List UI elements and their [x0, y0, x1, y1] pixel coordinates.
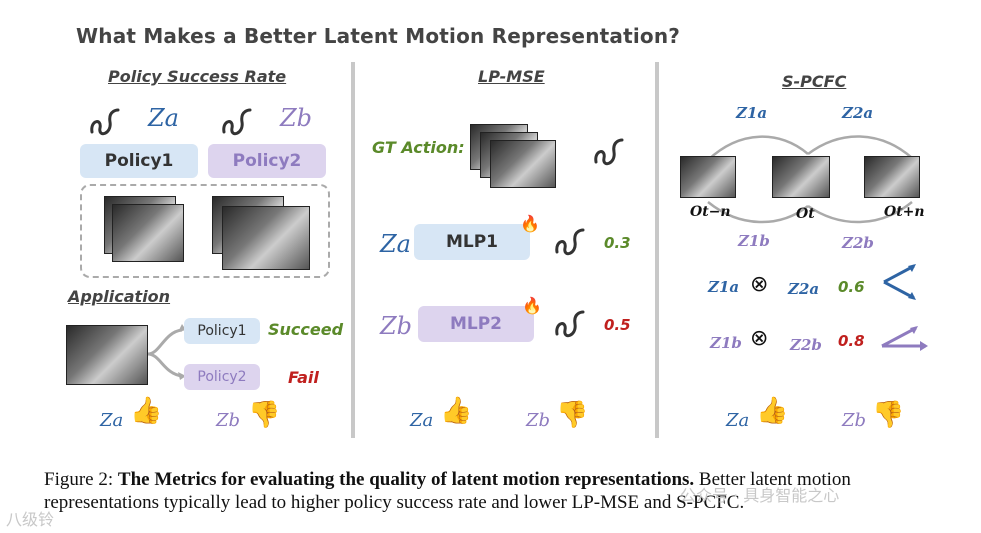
motion-curve-icon	[555, 310, 585, 338]
section-divider	[351, 62, 355, 438]
observation-frame-t-plus-n	[864, 156, 920, 198]
transition-arcs	[707, 135, 913, 224]
gt-frame	[490, 140, 556, 188]
section-title-policy: Policy Success Rate	[108, 67, 287, 86]
bottom-za-label: Za	[100, 410, 124, 431]
thumbs-up-icon: 👍	[440, 396, 473, 426]
spcfc-value-2: 0.8	[838, 332, 865, 350]
obs-label-t-minus-n: Ot−n	[690, 204, 731, 220]
section-title-application: Application	[68, 287, 171, 306]
fire-icon: 🔥	[520, 214, 540, 233]
z1a-top-label: Z1a	[736, 104, 768, 122]
motion-curve-icon	[594, 138, 624, 166]
obs-label-t-plus-n: Ot+n	[884, 204, 925, 220]
figure-caption: Figure 2: The Metrics for evaluating the…	[44, 468, 964, 514]
lpmse-value-2: 0.5	[604, 316, 631, 334]
thumbs-down-icon: 👎	[556, 400, 589, 430]
latent-za-label: Za	[148, 104, 179, 132]
thumbs-up-icon: 👍	[130, 396, 163, 426]
watermark-right: 公众号 · 具身智能之心	[680, 486, 840, 505]
section-title-spcfc: S-PCFC	[782, 72, 847, 91]
thumbs-up-icon: 👍	[756, 396, 789, 426]
caption-prefix: Figure 2:	[44, 469, 114, 490]
z1b-bottom-label: Z1b	[738, 232, 770, 250]
mlp1-box: MLP1	[414, 224, 530, 260]
z2a-top-label: Z2a	[842, 104, 874, 122]
section-title-lpmse: LP-MSE	[478, 67, 545, 86]
lpmse-za-label: Za	[380, 230, 411, 258]
bottom-zb-label: Zb	[526, 410, 551, 431]
observation-frame-t-minus-n	[680, 156, 736, 198]
otimes-symbol: ⊗	[750, 326, 769, 351]
bottom-zb-label: Zb	[216, 410, 241, 431]
thumbs-down-icon: 👎	[872, 400, 905, 430]
otimes-symbol: ⊗	[750, 272, 769, 297]
watermark-left: 八级铃	[6, 510, 55, 529]
rollout-frames-box	[80, 184, 330, 278]
fail-label: Fail	[288, 368, 319, 387]
bottom-zb-label: Zb	[842, 410, 867, 431]
bottom-za-label: Za	[410, 410, 434, 431]
obs-label-t: Ot	[796, 206, 815, 222]
observation-frame-t	[772, 156, 830, 198]
narrow-angle-vectors-icon	[881, 326, 928, 351]
mlp2-box: MLP2	[418, 306, 534, 342]
motion-curve-icon	[222, 108, 252, 136]
caption-bold: The Metrics for evaluating the quality o…	[117, 469, 695, 490]
succeed-label: Succeed	[268, 320, 344, 339]
z2b-bottom-label: Z2b	[842, 234, 874, 252]
caption-rest: Better latent motion representations typ…	[44, 469, 851, 513]
policy2-box: Policy2	[208, 144, 326, 178]
gt-action-label: GT Action:	[372, 138, 465, 157]
fire-icon: 🔥	[522, 296, 542, 315]
row1-z1a: Z1a	[708, 278, 740, 296]
branch-arrows	[147, 324, 186, 380]
rollout-frame	[112, 204, 184, 262]
motion-curve-icon	[555, 228, 585, 256]
spcfc-value-1: 0.6	[838, 278, 865, 296]
row2-z2b: Z2b	[790, 336, 822, 354]
latent-zb-label: Zb	[280, 104, 313, 132]
lpmse-zb-label: Zb	[380, 312, 413, 340]
robot-scene-image	[66, 325, 148, 385]
figure-title: What Makes a Better Latent Motion Repres…	[76, 24, 681, 48]
policy1-box: Policy1	[80, 144, 198, 178]
row1-z2a: Z2a	[788, 280, 820, 298]
bottom-za-label: Za	[726, 410, 750, 431]
thumbs-down-icon: 👎	[248, 400, 281, 430]
wide-angle-vectors-icon	[883, 264, 916, 300]
lpmse-value-1: 0.3	[604, 234, 631, 252]
motion-curve-icon	[90, 108, 120, 136]
row2-z1b: Z1b	[710, 334, 742, 352]
rollout-frame	[222, 206, 310, 270]
section-divider	[655, 62, 659, 438]
app-policy1-box: Policy1	[184, 318, 260, 344]
app-policy2-box: Policy2	[184, 364, 260, 390]
